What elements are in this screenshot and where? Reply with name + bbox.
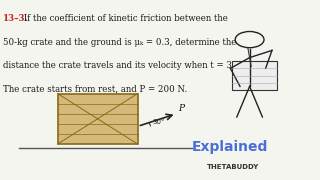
Text: THETABUDDY: THETABUDDY <box>206 164 259 170</box>
Text: 50-kg crate and the ground is μₖ = 0.3, determine the: 50-kg crate and the ground is μₖ = 0.3, … <box>3 38 236 47</box>
Bar <box>58 94 138 144</box>
Text: distance the crate travels and its velocity when t = 3 s.: distance the crate travels and its veloc… <box>3 61 242 70</box>
Text: If the coefficient of kinetic friction between the: If the coefficient of kinetic friction b… <box>21 14 228 23</box>
Text: The crate starts from rest, and P = 200 N.: The crate starts from rest, and P = 200 … <box>3 85 188 94</box>
Bar <box>232 61 277 90</box>
Text: 30°: 30° <box>152 120 164 125</box>
Text: 13–3.: 13–3. <box>3 14 29 23</box>
Text: Explained: Explained <box>192 140 268 154</box>
Text: P: P <box>178 104 184 113</box>
